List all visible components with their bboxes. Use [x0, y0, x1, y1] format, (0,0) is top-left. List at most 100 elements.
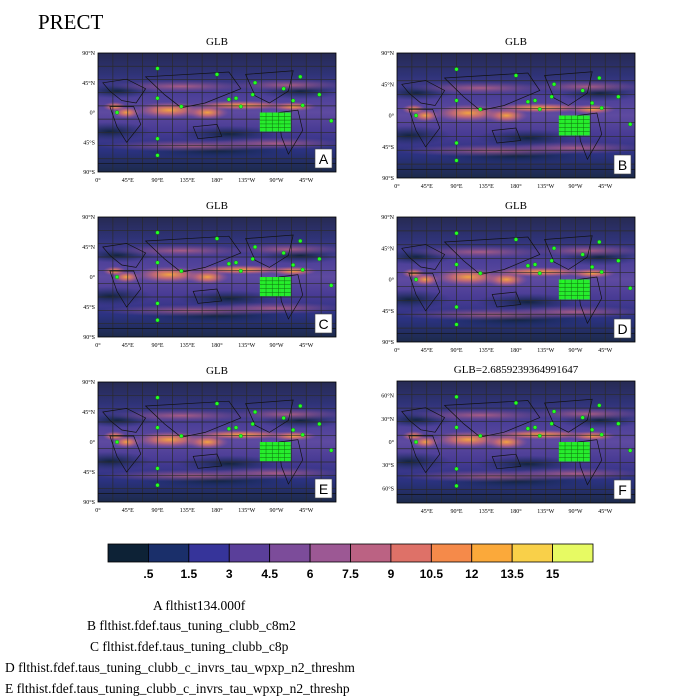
lon-tick-label: 45°W [598, 183, 612, 190]
lon-tick-label: 135°E [479, 183, 494, 190]
lon-tick-label: 90°W [269, 177, 283, 184]
lon-tick-label: 90°W [269, 507, 283, 514]
lon-tick-label: 180° [211, 177, 223, 184]
lat-tick-label: 45°N [82, 409, 95, 416]
legend-entry-d: D flthist.fdef.taus_tuning_clubb_c_invrs… [5, 660, 355, 675]
lon-tick-label: 0° [394, 183, 400, 190]
lat-tick-label: 45°S [382, 144, 394, 151]
lon-tick-label: 45°E [122, 507, 134, 514]
lat-tick-label: 0° [389, 277, 395, 284]
lon-tick-label: 135°E [479, 508, 494, 515]
highlight-region [558, 279, 590, 300]
lat-tick-label: 45°S [83, 469, 95, 476]
lat-tick-label: 45°N [381, 81, 394, 88]
lon-tick-label: 90°W [568, 508, 582, 515]
colorbar-swatch [552, 543, 594, 563]
lon-tick-label: 45°W [299, 342, 313, 349]
lon-tick-label: 135°W [537, 347, 554, 354]
colorbar: .5 1.5 3 4.5 6 7.5 9 10.5 12 13.5 15 [107, 543, 594, 581]
lon-tick-label: 90°E [450, 508, 462, 515]
lon-tick-label: 90°W [568, 347, 582, 354]
lon-tick-label: 45°E [421, 347, 433, 354]
lat-tick-label: 0° [389, 113, 395, 120]
colorbar-label: 4.5 [261, 567, 278, 581]
colorbar-swatch [188, 543, 230, 563]
legend-entry-c: C flthist.fdef.taus_tuning_clubb_c8p [90, 639, 289, 654]
lat-tick-label: 45°S [83, 304, 95, 311]
lon-tick-label: 45°E [122, 177, 134, 184]
lon-tick-label: 90°E [151, 507, 163, 514]
lon-tick-label: 90°E [151, 177, 163, 184]
lat-tick-label: 90°S [382, 175, 394, 182]
colorbar-label: 6 [307, 567, 314, 581]
lon-tick-label: 135°W [238, 177, 255, 184]
colorbar-label: 15 [546, 567, 560, 581]
lon-tick-label: 90°W [269, 342, 283, 349]
colorbar-label: 12 [465, 567, 479, 581]
colorbar-swatch [430, 543, 473, 563]
colorbar-swatch [269, 543, 311, 563]
lat-tick-label: 90°S [83, 169, 95, 176]
lat-tick-label: 90°N [381, 50, 394, 57]
colorbar-label: 10.5 [420, 567, 444, 581]
lon-tick-label: 180° [510, 347, 522, 354]
lon-tick-label: 135°W [537, 183, 554, 190]
lat-tick-label: 0° [90, 274, 96, 281]
colorbar-swatch [228, 543, 271, 563]
highlight-region [259, 277, 291, 297]
lon-tick-label: 135°E [180, 177, 195, 184]
map-panel-f: GLB=2.6859239364991647 F 60°N 30°N 0° 30°S 60°… [381, 364, 636, 515]
lon-tick-label: 90°E [450, 347, 462, 354]
panel-label: A [319, 151, 329, 167]
lat-tick-label: 90°N [381, 214, 394, 221]
lat-tick-label: 45°N [82, 80, 95, 87]
lon-tick-label: 135°W [238, 507, 255, 514]
lon-tick-label: 45°E [421, 508, 433, 515]
lon-tick-label: 135°W [238, 342, 255, 349]
lat-tick-label: 45°N [82, 244, 95, 251]
panel-label: D [617, 321, 627, 337]
legend-entry-e: E flthist.fdef.taus_tuning_clubb_c_invrs… [5, 681, 350, 696]
panel-label: B [618, 157, 627, 173]
lon-tick-label: 0° [394, 347, 400, 354]
colorbar-swatch [390, 543, 432, 563]
lat-tick-label: 0° [389, 439, 395, 446]
lon-tick-label: 45°W [299, 507, 313, 514]
lon-tick-label: 45°W [299, 177, 313, 184]
lat-tick-label: 90°S [83, 499, 95, 506]
colorbar-swatch [148, 543, 190, 563]
panel-title: GLB [206, 200, 228, 212]
panel-title: GLB [206, 365, 228, 377]
lat-tick-label: 90°N [82, 379, 95, 386]
lat-tick-label: 45°S [83, 139, 95, 146]
colorbar-swatch [309, 543, 351, 563]
lon-tick-label: 135°E [180, 342, 195, 349]
lon-tick-label: 135°E [479, 347, 494, 354]
highlight-region [558, 115, 590, 136]
lat-tick-label: 90°N [82, 214, 95, 221]
lon-tick-label: 135°W [537, 508, 554, 515]
lat-tick-label: 60°N [381, 393, 394, 400]
colorbar-label: 1.5 [180, 567, 197, 581]
panel-label: E [319, 481, 328, 497]
lat-tick-label: 45°N [381, 245, 394, 252]
lon-tick-label: 45°E [122, 342, 134, 349]
lon-tick-label: 0° [95, 507, 101, 514]
colorbar-label: 3 [226, 567, 233, 581]
colorbar-label: .5 [143, 567, 153, 581]
panel-title: GLB [505, 200, 527, 212]
lat-tick-label: 45°S [382, 308, 394, 315]
lon-tick-label: 135°E [180, 507, 195, 514]
colorbar-swatch [471, 543, 513, 563]
highlight-region [558, 442, 590, 462]
lon-tick-label: 90°E [151, 342, 163, 349]
lon-tick-label: 180° [510, 183, 522, 190]
lon-tick-label: 45°W [598, 508, 612, 515]
legend-entry-a: A flthist134.000f [153, 598, 246, 613]
panel-title: GLB=2.6859239364991647 [454, 364, 579, 376]
highlight-region [259, 112, 291, 132]
